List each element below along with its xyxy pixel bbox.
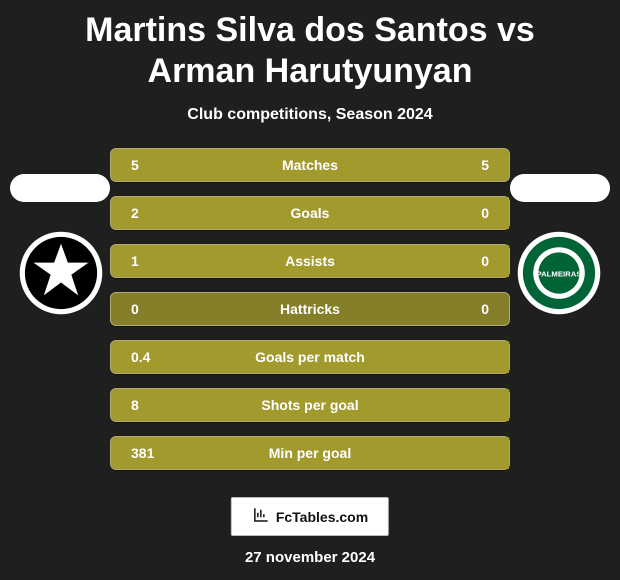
club-logo-left — [18, 230, 104, 316]
stat-value-left: 1 — [131, 253, 139, 269]
stat-fill-right — [310, 149, 509, 181]
stat-label: Assists — [285, 253, 335, 269]
page-title: Martins Silva dos Santos vs Arman Haruty… — [0, 0, 620, 92]
stat-label: Goals per match — [255, 349, 365, 365]
stat-value-left: 8 — [131, 397, 139, 413]
stat-row: 0.4 Goals per match — [0, 340, 620, 374]
stat-bar: 0.4 Goals per match — [110, 340, 510, 374]
chart-icon — [252, 506, 270, 527]
site-badge[interactable]: FcTables.com — [231, 497, 389, 536]
player-photo-right — [510, 174, 610, 202]
stat-bar: 0 Hattricks 0 — [110, 292, 510, 326]
stat-value-right: 0 — [481, 301, 489, 317]
site-label: FcTables.com — [276, 509, 368, 525]
player-photo-left — [10, 174, 110, 202]
stat-label: Shots per goal — [261, 397, 358, 413]
stat-row: 8 Shots per goal — [0, 388, 620, 422]
stat-value-left: 5 — [131, 157, 139, 173]
stat-row: 381 Min per goal — [0, 436, 620, 470]
stat-label: Hattricks — [280, 301, 340, 317]
stat-label: Min per goal — [269, 445, 351, 461]
svg-text:PALMEIRAS: PALMEIRAS — [537, 269, 582, 278]
stat-value-left: 0.4 — [131, 349, 150, 365]
stat-value-left: 2 — [131, 205, 139, 221]
stat-value-left: 0 — [131, 301, 139, 317]
stat-fill-left — [111, 149, 310, 181]
stat-bar: 8 Shots per goal — [110, 388, 510, 422]
stat-value-right: 5 — [481, 157, 489, 173]
stat-value-left: 381 — [131, 445, 154, 461]
club-logo-right: PALMEIRAS — [516, 230, 602, 316]
stat-bar: 2 Goals 0 — [110, 196, 510, 230]
stat-bar: 1 Assists 0 — [110, 244, 510, 278]
stat-value-right: 0 — [481, 253, 489, 269]
stat-bar: 5 Matches 5 — [110, 148, 510, 182]
stat-label: Goals — [291, 205, 330, 221]
date-label: 27 november 2024 — [0, 549, 620, 566]
stat-label: Matches — [282, 157, 338, 173]
subtitle: Club competitions, Season 2024 — [0, 106, 620, 124]
stat-bar: 381 Min per goal — [110, 436, 510, 470]
stat-value-right: 0 — [481, 205, 489, 221]
